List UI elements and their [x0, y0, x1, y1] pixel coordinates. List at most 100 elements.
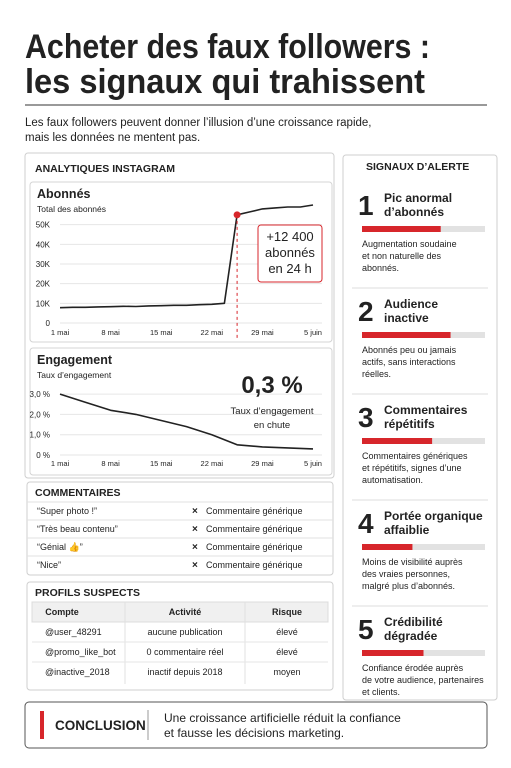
signal-number: 2: [358, 296, 374, 327]
signals-box: [342, 154, 498, 701]
level-track: [362, 544, 485, 550]
signal-number: 4: [358, 508, 374, 539]
x-tick-label: 5 juin: [304, 328, 322, 337]
signal-title: répétitifs: [384, 417, 435, 431]
signal-title: d’abonnés: [384, 205, 444, 219]
x-tick-label: 29 mai: [251, 459, 274, 468]
x-tick-label: 22 mai: [201, 459, 224, 468]
profiles-box: [26, 581, 334, 691]
annotation-text: en chute: [254, 420, 290, 431]
section-heading: PROFILS SUSPECTS: [35, 587, 140, 599]
conclusion-text: et fausse les décisions marketing.: [164, 726, 344, 740]
signal-title: Crédibilité: [384, 615, 443, 629]
x-tick-label: 29 mai: [251, 328, 274, 337]
signal-text: et non naturelle des: [362, 251, 442, 261]
level-bar: [362, 332, 451, 338]
signal-title: Audience: [384, 297, 438, 311]
signal-title: inactive: [384, 311, 429, 325]
table-cell: @promo_like_bot: [45, 647, 116, 657]
y-tick-label: 1,0 %: [30, 431, 50, 440]
level-bar: [362, 544, 413, 550]
signal-text: automatisation.: [362, 475, 423, 485]
table-header-bg: [31, 601, 329, 623]
section-heading: ANALYTIQUES INSTAGRAM: [35, 163, 175, 175]
signal-title: Portée organique: [384, 509, 483, 523]
signal-text: réelles.: [362, 369, 391, 379]
table-cell: élevé: [276, 627, 298, 637]
table-cell: aucune publication: [147, 627, 222, 637]
comment-text: “Nice”: [37, 560, 61, 570]
x-tick-label: 8 mai: [101, 328, 120, 337]
y-tick-label: 30K: [36, 260, 51, 269]
table-header: Compte: [45, 607, 79, 617]
signal-number: 5: [358, 614, 374, 645]
signal-text: abonnés.: [362, 263, 399, 273]
data-line: [59, 393, 314, 450]
x-tick-label: 1 mai: [51, 328, 70, 337]
conclusion-text: Une croissance artificielle réduit la co…: [164, 711, 401, 725]
title-line: Acheter des faux followers :: [25, 28, 430, 66]
section-heading: SIGNAUX D’ALERTE: [366, 161, 469, 173]
y-tick-label: 20K: [36, 280, 51, 289]
y-tick-label: 0: [46, 319, 51, 328]
data-line: [59, 204, 314, 309]
level-bar: [362, 650, 424, 656]
x-tick-label: 15 mai: [150, 459, 173, 468]
flag-icon: ×: [192, 560, 198, 571]
chart-panel: [29, 181, 333, 343]
chart-title: Abonnés: [37, 187, 91, 201]
x-tick-label: 5 juin: [304, 459, 322, 468]
signal-text: de votre audience, partenaires: [362, 675, 484, 685]
intro-line: Les faux followers peuvent donner l’illu…: [25, 117, 371, 129]
conclusion-label: CONCLUSION: [55, 718, 146, 733]
level-bar: [362, 438, 433, 444]
table-cell: 0 commentaire réel: [146, 647, 223, 657]
flag-icon: ×: [192, 542, 198, 553]
signal-text: et clients.: [362, 687, 400, 697]
signal-text: Moins de visibilité auprès: [362, 557, 463, 567]
title-line: les signaux qui trahissent: [25, 63, 425, 101]
intro-line: mais les données ne mentent pas.: [25, 132, 200, 144]
x-tick-label: 22 mai: [201, 328, 224, 337]
flag-icon: ×: [192, 506, 198, 517]
x-tick-label: 8 mai: [101, 459, 120, 468]
y-tick-label: 40K: [36, 240, 51, 249]
signal-text: des vraies personnes,: [362, 569, 450, 579]
signal-title: dégradée: [384, 629, 438, 643]
chart-panel: [29, 347, 333, 476]
annotation-text: 0,3 %: [241, 372, 302, 399]
comment-text: “Super photo !”: [37, 506, 97, 516]
table-header: Activité: [169, 607, 202, 617]
chart-subtitle: Taux d’engagement: [37, 370, 112, 380]
comment-flag: Commentaire générique: [206, 542, 303, 552]
comment-text: “Très beau contenu”: [37, 524, 118, 534]
table-cell: moyen: [273, 667, 300, 677]
signal-text: et répétitifs, signes d’une: [362, 463, 462, 473]
x-tick-label: 1 mai: [51, 459, 70, 468]
flag-icon: ×: [192, 524, 198, 535]
signal-title: affaiblie: [384, 523, 430, 537]
signal-text: actifs, sans interactions: [362, 357, 456, 367]
annotation-text: abonnés: [265, 245, 315, 260]
chart-subtitle: Total des abonnés: [37, 204, 106, 214]
level-bar: [362, 226, 441, 232]
signal-number: 3: [358, 402, 374, 433]
analytics-box: [24, 152, 335, 479]
table-header: Risque: [272, 607, 302, 617]
signal-text: Abonnés peu ou jamais: [362, 345, 457, 355]
jump-point: [233, 211, 241, 219]
annotation-text: en 24 h: [268, 261, 311, 276]
table-cell: @inactive_2018: [45, 667, 110, 677]
table-cell: élevé: [276, 647, 298, 657]
chart-title: Engagement: [37, 353, 113, 367]
x-tick-label: 15 mai: [150, 328, 173, 337]
annotation-text: +12 400: [266, 229, 313, 244]
signal-text: Commentaires génériques: [362, 451, 468, 461]
comments-box: [26, 481, 334, 576]
annotation-box: [257, 224, 323, 283]
comment-flag: Commentaire générique: [206, 524, 303, 534]
comment-flag: Commentaire générique: [206, 560, 303, 570]
